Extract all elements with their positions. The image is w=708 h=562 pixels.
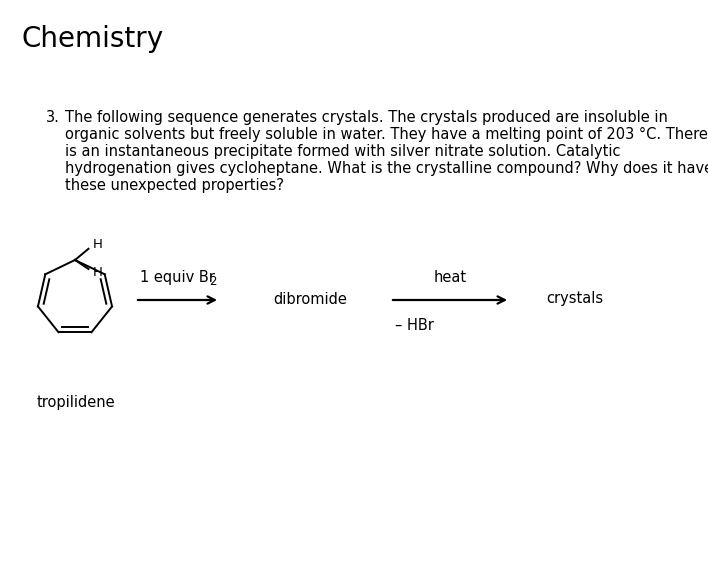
Text: is an instantaneous precipitate formed with silver nitrate solution. Catalytic: is an instantaneous precipitate formed w… bbox=[65, 144, 621, 159]
Text: crystals: crystals bbox=[547, 292, 603, 306]
Text: these unexpected properties?: these unexpected properties? bbox=[65, 178, 284, 193]
Text: tropilidene: tropilidene bbox=[37, 395, 115, 410]
Text: 2: 2 bbox=[210, 275, 217, 288]
Text: dibromide: dibromide bbox=[273, 292, 347, 306]
Text: The following sequence generates crystals. The crystals produced are insoluble i: The following sequence generates crystal… bbox=[65, 110, 668, 125]
Text: hydrogenation gives cycloheptane. What is the crystalline compound? Why does it : hydrogenation gives cycloheptane. What i… bbox=[65, 161, 708, 176]
Text: Chemistry: Chemistry bbox=[22, 25, 164, 53]
Text: H: H bbox=[93, 238, 103, 252]
Text: 3.: 3. bbox=[46, 110, 60, 125]
Text: organic solvents but freely soluble in water. They have a melting point of 203 °: organic solvents but freely soluble in w… bbox=[65, 127, 708, 142]
Text: 1 equiv Br: 1 equiv Br bbox=[140, 270, 215, 285]
Text: – HBr: – HBr bbox=[395, 318, 434, 333]
Text: heat: heat bbox=[433, 270, 467, 285]
Text: H: H bbox=[93, 265, 103, 279]
